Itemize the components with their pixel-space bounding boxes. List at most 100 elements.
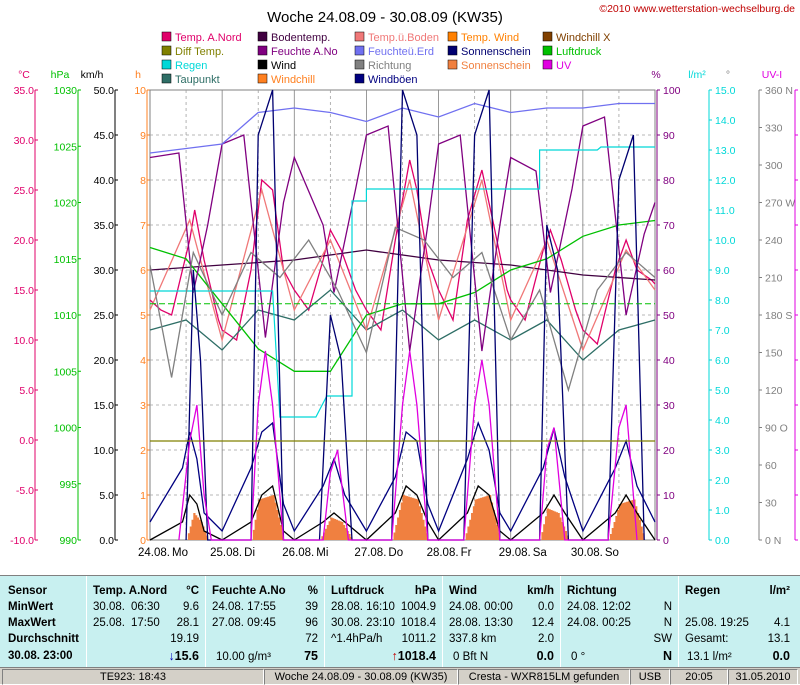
- axis-tick-label: 5.0: [715, 385, 730, 397]
- axis-tick-label: 10.0: [715, 235, 736, 247]
- axis-tick-label: 90 O: [765, 423, 788, 435]
- sunshine-bar: [256, 509, 259, 540]
- direction-column: Richtung 24.08. 12:02 N 24.08. 00:25 N S…: [561, 576, 679, 668]
- sunshine-bar: [400, 502, 403, 540]
- x-tick-label: 27.08.: [354, 547, 386, 559]
- axis-tick-label: 210: [765, 273, 783, 285]
- sunshine-bar: [485, 496, 488, 540]
- row-label-sensor: Sensor: [8, 585, 47, 597]
- status-time-text: 20:05: [685, 671, 713, 683]
- axis-unit-label: °: [726, 69, 730, 81]
- axis-tick-label: 30.0: [94, 265, 115, 277]
- wind-max-value: 12.4: [531, 617, 554, 629]
- status-date-text: 31.05.2010: [735, 671, 791, 683]
- axis-tick-label: 9.0: [715, 265, 730, 277]
- axis-tick-label: 1030: [54, 85, 78, 97]
- sunshine-bar: [555, 512, 559, 540]
- direction-title: Richtung: [567, 585, 617, 597]
- axis-tick-label: 80: [663, 175, 675, 187]
- sunshine-bar: [490, 502, 494, 540]
- sunshine-bar: [544, 516, 548, 540]
- sunshine-bar: [469, 519, 472, 540]
- axis-tick-label: 30: [663, 400, 675, 412]
- wind-avg-value: 2.0: [538, 633, 554, 645]
- sunshine-bar: [633, 499, 636, 540]
- wind-unit: km/h: [527, 585, 554, 597]
- legend-swatch: [354, 31, 365, 42]
- x-tick-label: 30.08.: [571, 547, 603, 559]
- rain-title: Regen: [685, 585, 721, 597]
- up-arrow-icon: ↑: [391, 649, 398, 663]
- status-te923-text: TE923: 18:43: [99, 671, 167, 683]
- humidity-absolute: 10.00 g/m³: [216, 651, 271, 663]
- x-day-name: Mi: [316, 547, 328, 559]
- axis-tick-label: 0: [663, 535, 669, 547]
- sunshine-bar: [276, 510, 279, 540]
- axis-tick-label: 270 W: [765, 198, 795, 210]
- legend-label: Temp.ü.Boden: [368, 32, 439, 44]
- axis-tick-label: 0: [140, 535, 146, 547]
- axis-unit-label: UV-I: [762, 69, 782, 81]
- humidity-column: Feuchte A.No % 24.08. 17:55 39 27.08. 09…: [206, 576, 325, 668]
- sunshine-bar: [407, 496, 411, 540]
- axis-tick-label: 5.0: [99, 490, 114, 502]
- axis-tick-label: 180 S: [765, 310, 792, 322]
- sunshine-bar: [609, 534, 613, 540]
- sunshine-bar: [189, 526, 192, 540]
- legend-label: UV: [556, 60, 572, 72]
- pressure-trend: ^1.4hPa/h: [331, 633, 383, 645]
- axis-tick-label: 50: [663, 310, 675, 322]
- temp-max-time: 17:50: [131, 617, 160, 629]
- axis-unit-label: km/h: [81, 69, 104, 81]
- legend-label: Luftdruck: [556, 46, 602, 58]
- axis-tick-label: 45.0: [94, 130, 115, 142]
- row-label-max: MaxWert: [8, 617, 56, 629]
- axis-tick-label: 7: [140, 220, 146, 232]
- sunshine-bar: [279, 525, 283, 540]
- sunshine-bar: [393, 532, 396, 540]
- axis-tick-label: 1020: [54, 198, 78, 210]
- pressure-unit: hPa: [414, 585, 436, 597]
- sunshine-bar: [471, 513, 474, 540]
- sunshine-bar: [252, 529, 256, 540]
- sunshine-bar: [341, 522, 344, 540]
- humidity-current-value: 75: [304, 649, 318, 663]
- axis-tick-label: 25.0: [94, 310, 115, 322]
- sunshine-bar: [613, 522, 616, 540]
- sunshine-bar: [272, 495, 275, 540]
- legend-label: Regen: [175, 60, 207, 72]
- plot-area: 24.08. Mo 25.08. Di 26.08. Mi 27.08. Do 28.08. Fr…: [138, 89, 656, 559]
- axis-tick-label: 995: [59, 479, 77, 491]
- axis-tick-label: 1025: [54, 141, 78, 153]
- weather-chart: Woche 24.08.09 - 30.08.09 (KW35) ©2010 w…: [10, 3, 798, 559]
- legend-swatch: [257, 59, 268, 70]
- legend-label: Temp. Wind: [461, 32, 519, 44]
- x-day-name: Sa: [533, 547, 548, 559]
- series-line: [149, 179, 656, 352]
- row-labels-column: Sensor MinWert MaxWert Durchschnitt 30.0…: [0, 576, 87, 668]
- sunshine-bar: [611, 528, 614, 540]
- axis-tick-label: -5.0: [16, 485, 34, 497]
- temp-max-value: 28.1: [176, 617, 199, 629]
- series-line: [178, 350, 638, 541]
- series-line: [185, 89, 645, 541]
- pressure-title: Luftdruck: [331, 585, 385, 597]
- axis-tick-label: 2: [140, 445, 146, 457]
- x-tick-label: 26.08.: [282, 547, 314, 559]
- legend-label: Sonnenschein: [461, 60, 531, 72]
- sunshine-bar: [344, 528, 347, 540]
- sunshine-bar: [638, 519, 641, 540]
- series-line: [150, 146, 655, 418]
- axis-tick-label: 150: [765, 348, 783, 360]
- sunshine-bar: [274, 502, 277, 540]
- axis-tick-label: 40: [663, 355, 675, 367]
- temp-column: Temp. A.Nord °C 30.08. 06:30 9.6 25.08. …: [87, 576, 206, 668]
- legend-swatch: [542, 31, 553, 42]
- sunshine-bar: [624, 502, 627, 540]
- axis-tick-label: 240: [765, 235, 783, 247]
- chart-title: Woche 24.08.09 - 30.08.09 (KW35): [267, 9, 503, 26]
- sunshine-bar: [196, 517, 200, 540]
- pressure-current-number: 1018.4: [397, 649, 436, 663]
- legend-swatch: [447, 59, 458, 70]
- legend-swatch: [161, 59, 172, 70]
